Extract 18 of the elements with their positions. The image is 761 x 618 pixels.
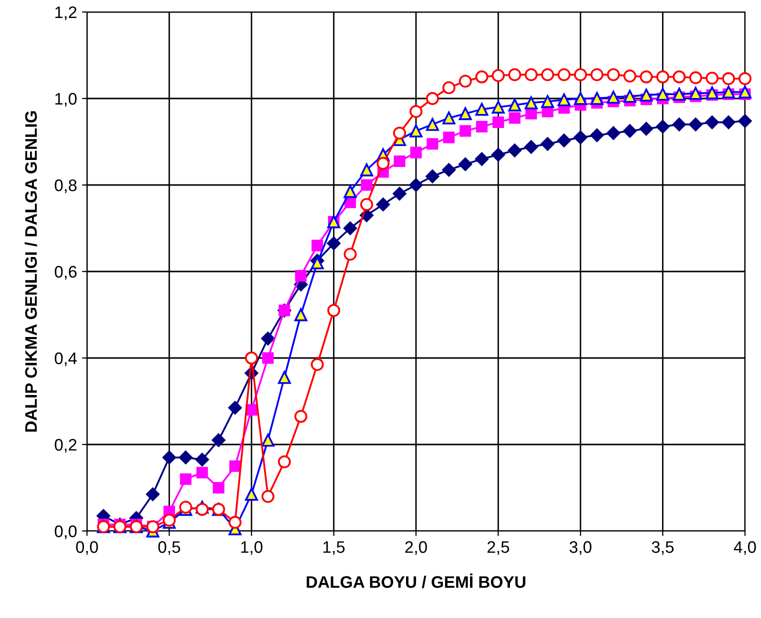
- y-axis-title: DALIP CIKMA GENLIGI / DALGA GENLIG: [24, 111, 38, 432]
- y-tick-label: 0,6: [54, 266, 77, 280]
- y-tick-label: 0,4: [54, 352, 77, 366]
- x-axis-title: DALGA BOYU / GEMİ BOYU: [306, 574, 526, 588]
- x-tick-label: 0,0: [76, 541, 98, 555]
- y-tick-label: 0,0: [54, 525, 77, 540]
- y-tick-label: 0,8: [54, 179, 77, 194]
- y-tick-label: 1,2: [55, 6, 76, 20]
- x-tick-label: 3,0: [570, 541, 592, 555]
- x-tick-label: 2,0: [405, 541, 427, 555]
- x-tick-label: 0,5: [158, 541, 180, 555]
- x-tick-label: 1,0: [241, 541, 262, 555]
- y-tick-label: 0,2: [54, 438, 76, 453]
- x-tick-label: 1,5: [323, 541, 345, 555]
- x-tick-label: 2,5: [488, 541, 510, 555]
- x-tick-label: 4,0: [734, 541, 756, 555]
- y-tick-label: 1,0: [55, 92, 77, 107]
- x-tick-label: 3,5: [652, 541, 674, 555]
